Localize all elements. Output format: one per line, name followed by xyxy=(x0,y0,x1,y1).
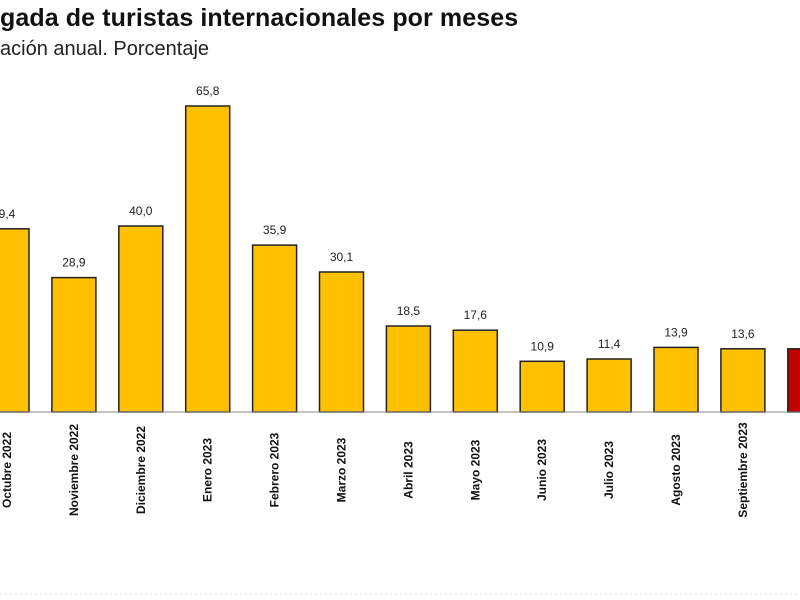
category-label-1: Noviembre 2022 xyxy=(67,424,81,516)
value-label-4: 35,9 xyxy=(263,223,287,237)
value-label-7: 17,6 xyxy=(464,308,488,322)
value-label-5: 30,1 xyxy=(330,250,354,264)
bar-4 xyxy=(251,244,298,413)
bar-12 xyxy=(787,348,800,413)
value-label-9: 11,4 xyxy=(598,337,621,351)
bar-2 xyxy=(118,225,164,413)
bar-6 xyxy=(385,325,432,413)
category-label-3: Enero 2023 xyxy=(201,438,215,502)
category-label-2: Diciembre 2022 xyxy=(134,426,148,514)
bar-11 xyxy=(720,348,766,413)
category-labels-group: Octubre 2022 Noviembre 2022 Diciembre 2022… xyxy=(0,422,750,518)
value-label-3: 65,8 xyxy=(196,84,220,98)
bar-9 xyxy=(586,358,632,413)
bar-5 xyxy=(318,271,365,413)
value-label-2: 40,0 xyxy=(129,204,153,218)
category-label-11: Septiembre 2023 xyxy=(736,422,750,518)
category-label-4: Febrero 2023 xyxy=(268,432,282,507)
value-label-6: 18,5 xyxy=(397,304,421,318)
bar-7 xyxy=(452,329,499,413)
chart-subtitle: ación anual. Porcentaje xyxy=(0,38,210,60)
bar-0 xyxy=(0,228,30,413)
value-label-1: 28,9 xyxy=(62,256,86,270)
value-labels-group: 9,4 28,9 40,0 65,8 35,9 30,1 18,5 17,6 10,9 11,4 1… xyxy=(0,84,755,353)
category-label-5: Marzo 2023 xyxy=(335,437,349,502)
chart-title: gada de turistas internacionales por mes… xyxy=(0,4,519,32)
bars-group xyxy=(0,105,800,413)
category-label-10: Agosto 2023 xyxy=(669,434,683,506)
category-label-7: Mayo 2023 xyxy=(468,439,482,500)
category-label-0: Octubre 2022 xyxy=(0,432,14,508)
bar-8 xyxy=(519,360,565,413)
bar-10 xyxy=(653,346,699,413)
value-label-10: 13,9 xyxy=(664,325,688,339)
bar-3 xyxy=(184,105,231,413)
category-label-8: Junio 2023 xyxy=(535,439,549,501)
category-label-6: Abril 2023 xyxy=(401,441,415,499)
value-label-0: 9,4 xyxy=(0,207,16,221)
category-label-9: Julio 2023 xyxy=(602,441,616,499)
value-label-8: 10,9 xyxy=(531,339,555,353)
value-label-11: 13,6 xyxy=(731,327,755,341)
bar-1 xyxy=(51,276,97,413)
